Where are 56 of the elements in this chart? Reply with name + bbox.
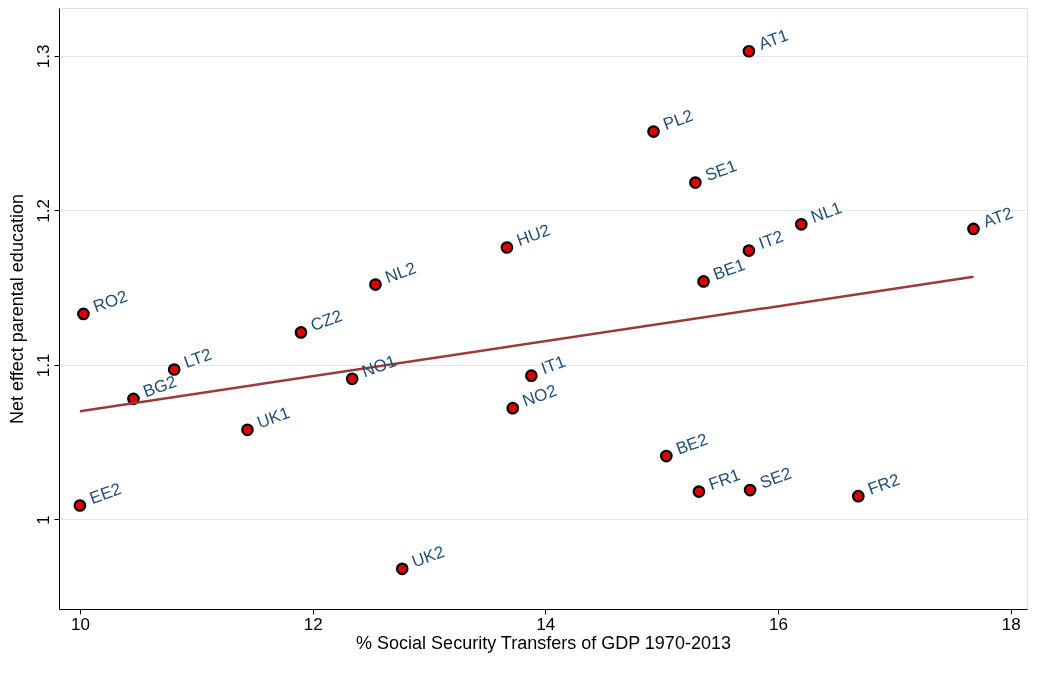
point — [647, 125, 660, 138]
annotation: FR2 — [865, 469, 903, 499]
annotation: SE1 — [702, 156, 740, 186]
y-tick-label: 1.1 — [33, 353, 53, 378]
annotation: IT2 — [756, 226, 786, 254]
x-tick-label: 16 — [769, 614, 788, 634]
point — [967, 222, 980, 236]
point — [167, 363, 181, 376]
annotation: PL2 — [660, 105, 696, 135]
x-tick-label: 18 — [1001, 614, 1021, 634]
point — [742, 244, 756, 257]
annotation: UK1 — [254, 403, 293, 433]
annotation: BE2 — [673, 429, 711, 459]
y-tick-label: 1 — [33, 515, 53, 525]
y-tick-label: 1.3 — [33, 44, 53, 69]
annotation: AT2 — [980, 203, 1016, 232]
x-tick-label: 12 — [303, 614, 323, 634]
x-tick-label: 14 — [536, 614, 556, 634]
y-axis-title: Net effect parental education — [6, 194, 27, 424]
point — [689, 176, 702, 189]
point — [241, 423, 254, 437]
annotation: AT1 — [756, 25, 791, 54]
annotation: HU2 — [514, 220, 553, 250]
point — [500, 241, 514, 254]
annotation: IT1 — [538, 351, 569, 379]
y-tick-label: 1.2 — [33, 199, 53, 223]
annotation: NL1 — [808, 198, 845, 227]
annotation: UK2 — [409, 542, 447, 572]
point — [697, 275, 710, 288]
x-tick-label: 10 — [70, 614, 90, 634]
annotation: BE1 — [710, 255, 748, 284]
point — [742, 44, 756, 58]
point — [659, 449, 673, 463]
annotation: LT2 — [181, 344, 215, 372]
point — [743, 483, 757, 497]
point — [345, 372, 359, 386]
annotation: FR1 — [706, 465, 743, 495]
annotation: CZ2 — [308, 306, 345, 335]
point — [369, 278, 382, 291]
point — [77, 307, 90, 321]
x-axis-title: % Social Security Transfers of GDP 1970-2013 — [356, 632, 731, 653]
point — [851, 489, 865, 503]
annotation: EE2 — [87, 479, 124, 508]
annotation: NO2 — [519, 380, 560, 411]
annotation: NO1 — [359, 351, 399, 382]
point — [73, 499, 87, 512]
point — [395, 562, 409, 576]
annotation: RO2 — [90, 286, 130, 317]
annotation: NL2 — [382, 258, 419, 288]
point — [294, 326, 308, 339]
point — [692, 485, 706, 498]
point — [506, 401, 520, 415]
annotation: SE2 — [757, 463, 794, 493]
point — [794, 217, 808, 231]
point — [525, 369, 538, 383]
annotation: BG2 — [140, 371, 180, 402]
